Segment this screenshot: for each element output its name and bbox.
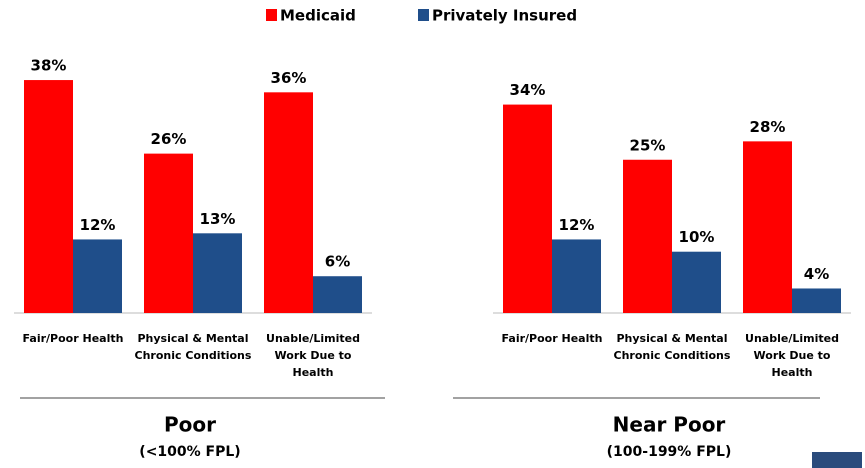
category-label: Fair/Poor Health: [22, 332, 124, 345]
value-label: 13%: [200, 210, 236, 228]
category-label: Unable/Limited Work Due to Health: [266, 332, 360, 379]
bar: [623, 159, 672, 313]
category-label: Physical & Mental Chronic Conditions: [613, 332, 731, 362]
bar: [264, 92, 313, 313]
bar: [24, 80, 73, 313]
logo: [812, 452, 862, 468]
category-label: Fair/Poor Health: [501, 332, 603, 345]
bar: [743, 141, 792, 313]
value-label: 38%: [31, 57, 67, 75]
bar: [503, 104, 552, 313]
value-label: 12%: [559, 216, 595, 234]
panel-title: Poor: [164, 413, 216, 437]
panel-subtitle: (<100% FPL): [139, 444, 240, 460]
bar: [552, 239, 601, 313]
panel-title: Near Poor: [613, 413, 726, 437]
legend-label: Medicaid: [280, 7, 356, 25]
legend-label: Privately Insured: [432, 7, 577, 25]
value-label: 10%: [679, 228, 715, 246]
category-label: Unable/Limited Work Due to Health: [745, 332, 839, 379]
bar: [313, 276, 362, 313]
value-label: 12%: [80, 216, 116, 234]
value-label: 4%: [804, 265, 829, 283]
value-label: 36%: [271, 69, 307, 87]
bar: [672, 251, 721, 313]
value-label: 28%: [750, 118, 786, 136]
bar: [792, 288, 841, 313]
legend-swatch: [418, 9, 429, 21]
panel-subtitle: (100-199% FPL): [607, 444, 732, 460]
bar: [144, 153, 193, 313]
value-label: 34%: [510, 81, 546, 99]
legend-swatch: [266, 9, 277, 21]
value-label: 26%: [151, 130, 187, 148]
value-label: 6%: [325, 253, 350, 271]
bar: [193, 233, 242, 313]
value-label: 25%: [630, 136, 666, 154]
bar: [73, 239, 122, 313]
category-label: Physical & Mental Chronic Conditions: [134, 332, 252, 362]
